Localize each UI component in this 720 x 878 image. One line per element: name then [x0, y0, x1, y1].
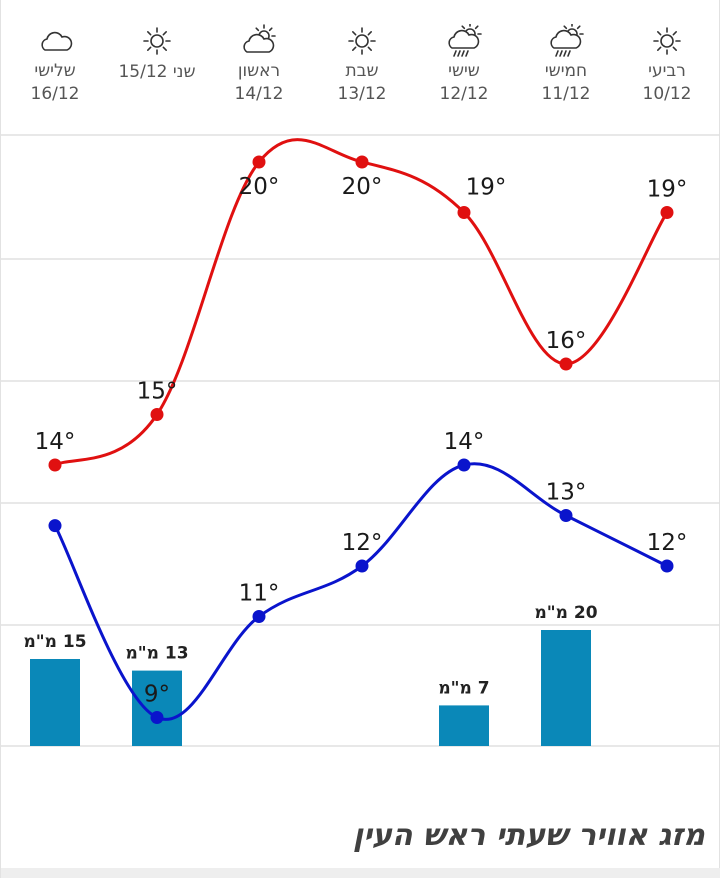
- rain-bar: [132, 670, 182, 746]
- high-temp-point: [457, 206, 471, 219]
- low-temp-point: [457, 458, 471, 472]
- rain-bar: [30, 659, 80, 746]
- day-column: רביעי 10/12: [617, 22, 717, 106]
- high-temp-label: 16°: [546, 328, 587, 354]
- low-temp-point: [660, 559, 674, 573]
- high-temp-label: 14°: [35, 429, 76, 455]
- low-temp-label: 9°: [144, 682, 170, 708]
- low-temp-point: [559, 509, 573, 522]
- high-temp-point: [355, 155, 369, 169]
- low-temp-label: 14°: [444, 429, 485, 455]
- day-column: שישי 12/12: [414, 22, 514, 106]
- rain-bar: [541, 630, 591, 746]
- high-temp-label: 20°: [239, 174, 280, 200]
- cloud-icon: [5, 22, 105, 60]
- day-column: שלישי 16/12: [5, 22, 105, 106]
- high-temp-label: 19°: [647, 177, 688, 203]
- high-temp-point: [150, 408, 164, 421]
- low-temp-label: 11°: [239, 581, 280, 607]
- low-temp-line: [53, 462, 668, 721]
- sun-cloud-icon: [209, 22, 309, 60]
- day-date: 16/12: [30, 84, 80, 104]
- rain-bar: [439, 705, 489, 746]
- hourly-forecast-title: מזג אוויר שעתי ראש העין: [352, 818, 705, 853]
- high-temp-point: [559, 357, 573, 371]
- sun-icon: [97, 22, 217, 60]
- sun-cloud-rain-icon: [414, 22, 514, 60]
- rain-label: 7 מ"מ: [438, 678, 489, 698]
- day-name: רביעי: [648, 61, 686, 81]
- low-temp-point: [355, 559, 369, 573]
- high-temp-label: 20°: [342, 174, 383, 200]
- sun-cloud-rain-icon: [516, 22, 616, 60]
- day-column: חמישי 11/12: [516, 22, 616, 106]
- day-name: שני: [172, 62, 196, 82]
- low-temp-point: [252, 610, 266, 623]
- high-temp-point: [660, 206, 674, 219]
- day-column: שני 15/12: [97, 22, 217, 84]
- bottom-divider: [1, 868, 720, 878]
- sun-icon: [312, 22, 412, 60]
- day-name: שלישי: [34, 61, 76, 81]
- high-temp-point: [252, 155, 266, 169]
- low-temp-point: [150, 711, 164, 724]
- high-temp-label: 15°: [137, 379, 178, 405]
- day-date: 14/12: [234, 84, 284, 104]
- rain-label: 13 מ"מ: [125, 644, 188, 664]
- day-date: 15/12: [118, 62, 168, 82]
- sun-icon: [617, 22, 717, 60]
- low-temp-label: 12°: [342, 530, 383, 556]
- low-temp-label: 12°: [647, 530, 688, 556]
- day-name: שישי: [448, 61, 480, 81]
- day-date: 12/12: [439, 84, 489, 104]
- day-name: ראשון: [237, 61, 281, 81]
- day-date: 10/12: [642, 84, 692, 104]
- day-date: 13/12: [337, 84, 387, 104]
- day-column: שבת 13/12: [312, 22, 412, 106]
- high-temp-label: 19°: [466, 175, 507, 201]
- low-temp-point: [48, 519, 62, 533]
- day-date: 11/12: [541, 84, 591, 104]
- day-name: שבת: [345, 61, 379, 81]
- rain-label: 15 מ"מ: [23, 632, 86, 652]
- days-header: רביעי 10/12 חמישי 11/12 שישי 12/12 שבת 13/12 ראש…: [1, 0, 720, 135]
- day-name: חמישי: [544, 61, 588, 81]
- rain-label: 20 מ"מ: [534, 603, 597, 623]
- day-column: ראשון 14/12: [209, 22, 309, 106]
- low-temp-label: 13°: [546, 480, 587, 506]
- high-temp-point: [48, 458, 62, 472]
